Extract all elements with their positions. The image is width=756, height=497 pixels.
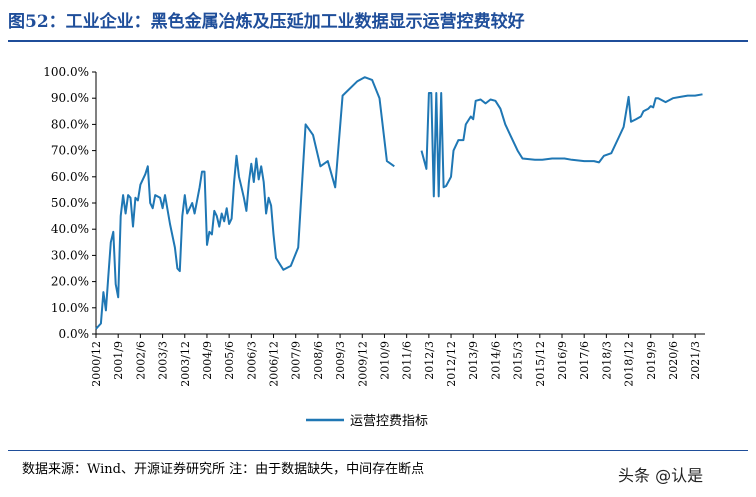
y-tick-label: 30.0% — [51, 248, 89, 262]
x-tick-label: 2010/9 — [378, 341, 391, 380]
title-divider — [8, 40, 748, 42]
x-tick-label: 2004/9 — [201, 341, 214, 380]
y-tick-label: 80.0% — [51, 117, 89, 131]
chart-legend: 运营控费指标 — [306, 414, 428, 429]
x-tick-label: 2006/12 — [268, 341, 281, 387]
y-tick-label: 60.0% — [51, 170, 89, 184]
x-tick-label: 2012/3 — [423, 341, 436, 380]
x-tick-label: 2012/12 — [445, 341, 458, 387]
y-tick-label: 90.0% — [51, 91, 89, 105]
x-tick-label: 2021/3 — [689, 341, 702, 380]
y-tick-label: 40.0% — [51, 222, 89, 236]
x-tick-label: 2018/12 — [623, 341, 636, 387]
x-tick-label: 2007/9 — [290, 341, 303, 380]
y-tick-label: 10.0% — [51, 301, 89, 315]
x-tick-label: 2003/3 — [157, 341, 170, 380]
y-tick-label: 50.0% — [51, 196, 89, 210]
x-axis-ticks: 2000/12 2001/9 2002/6 2003/3 2003/12 2004/9 20… — [90, 334, 702, 387]
x-tick-label: 2009/12 — [356, 341, 369, 387]
x-tick-label: 2011/6 — [401, 341, 414, 380]
source-note: 数据来源：Wind、开源证券研究所 注：由于数据缺失，中间存在断点 — [22, 462, 425, 477]
x-tick-label: 2019/9 — [645, 341, 658, 380]
series-lines — [95, 76, 703, 330]
x-tick-label: 2017/6 — [578, 341, 591, 380]
x-tick-label: 2001/9 — [112, 341, 125, 380]
y-tick-label: 0.0% — [59, 327, 90, 341]
y-tick-label: 100.0% — [43, 65, 89, 79]
x-tick-label: 2014/6 — [489, 341, 502, 380]
legend-label: 运营控费指标 — [350, 414, 428, 429]
x-tick-label: 2013/9 — [467, 341, 480, 380]
watermark-text: 头条 @认是 — [618, 466, 704, 485]
x-tick-label: 2015/3 — [512, 341, 525, 380]
x-tick-label: 2002/6 — [134, 341, 147, 380]
x-tick-label: 2006/3 — [245, 341, 258, 380]
series-line-segment — [95, 76, 395, 330]
x-tick-label: 2009/3 — [334, 341, 347, 380]
y-tick-label: 70.0% — [51, 144, 89, 158]
series-line-segment — [420, 92, 703, 198]
x-tick-label: 2018/3 — [600, 341, 613, 380]
page-title: 图52：工业企业：黑色金属冶炼及压延加工业数据显示运营控费较好 — [8, 12, 525, 32]
y-axis-ticks: 0.0% 10.0% 20.0% 30.0% 40.0% 50.0% 60.0% 70.0% 8… — [43, 65, 96, 341]
x-tick-label: 2003/12 — [179, 341, 192, 387]
x-tick-label: 2015/12 — [534, 341, 547, 387]
x-tick-label: 2008/6 — [312, 341, 325, 380]
footer-divider — [8, 450, 748, 451]
x-tick-label: 2016/9 — [556, 341, 569, 380]
x-tick-label: 2020/6 — [667, 341, 680, 380]
x-tick-label: 2005/6 — [223, 341, 236, 380]
y-tick-label: 20.0% — [51, 275, 89, 289]
chart-axes — [95, 72, 705, 335]
x-tick-label: 2000/12 — [90, 341, 103, 387]
line-chart: 0.0% 10.0% 20.0% 30.0% 40.0% 50.0% 60.0% 70.0% 8… — [43, 65, 705, 429]
